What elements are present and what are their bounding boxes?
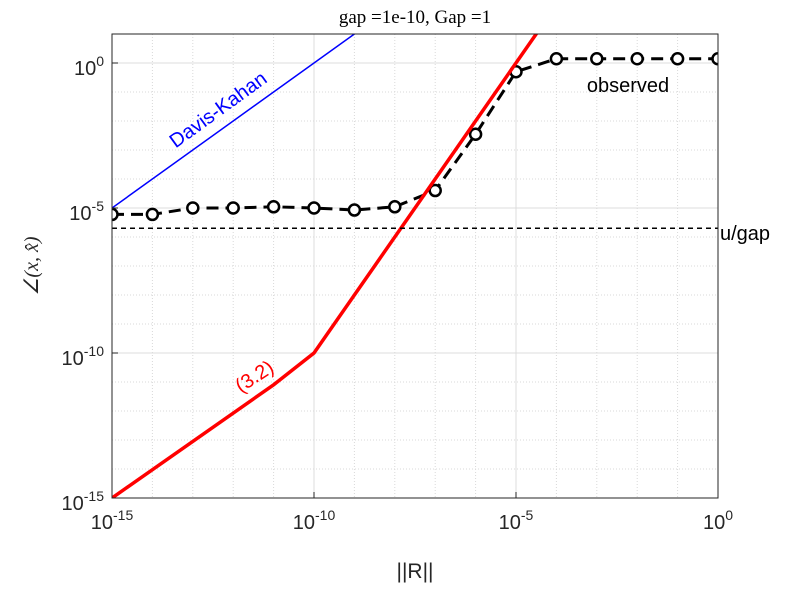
marker [468,127,483,141]
tick-exponent: -10 [315,507,335,523]
marker [388,200,402,214]
tick-base: 10 [74,58,96,80]
tick-exponent: 0 [96,53,104,69]
tick-base: 10 [62,348,84,370]
series-line [112,57,718,216]
tick-base: 10 [293,512,315,534]
tick-base: 10 [62,493,84,515]
marker [112,207,119,222]
tick-label: 100 [703,507,733,534]
marker [145,207,160,222]
tick-label: 10-5 [69,198,104,225]
marker [630,52,644,66]
tick-base: 10 [91,512,113,534]
marker [347,203,362,217]
series-label: observed [587,75,669,97]
tick-label: 100 [74,53,104,80]
marker [670,52,685,66]
marker [549,52,564,66]
tick-label: 10-15 [62,488,105,515]
tick-label: 10-10 [62,343,105,370]
plot-frame [111,33,719,499]
tick-exponent: -5 [92,198,105,214]
tick-exponent: 0 [725,507,733,523]
x-axis-label: ||R|| [397,560,434,583]
marker [590,52,604,66]
tick-base: 10 [499,512,521,534]
tick-base: 10 [703,512,725,534]
tick-exponent: -5 [521,507,534,523]
tick-exponent: -15 [113,507,133,523]
tick-exponent: -10 [84,343,104,359]
series-label: u/gap [720,223,770,245]
marker [226,201,240,215]
tick-label: 10-5 [499,507,534,534]
tick-exponent: -15 [84,488,104,504]
chart-title: gap =1e-10, Gap =1 [339,7,491,28]
tick-base: 10 [69,203,91,225]
tick-label: 10-15 [91,507,134,534]
tick-label: 10-10 [293,507,336,534]
marker [428,183,442,198]
series-line [112,34,539,498]
series-line [112,34,355,209]
marker [266,200,281,214]
marker [711,52,718,66]
y-axis-label: ∠(x, x̂) [21,236,43,295]
marker [186,201,200,215]
marker [307,201,321,215]
